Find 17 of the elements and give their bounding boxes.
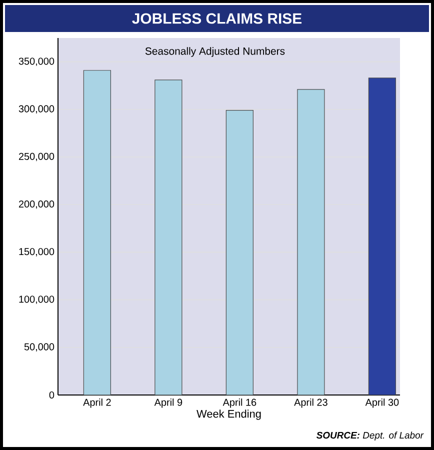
x-axis-title: Week Ending <box>196 410 261 420</box>
y-tick-label: 100,000 <box>19 296 54 304</box>
x-tick-label: April 23 <box>294 398 328 408</box>
y-tick-label: 150,000 <box>19 248 54 256</box>
text: Seasonally Adjusted Numbers <box>145 47 285 57</box>
y-tick-label: 0 <box>49 391 54 399</box>
x-tick-label: April 9 <box>154 398 182 408</box>
x-tick-label: April 16 <box>222 398 256 408</box>
x-tick-label: April 2 <box>83 398 111 408</box>
y-tick-label: 350,000 <box>18 58 54 66</box>
y-tick-label: 200,000 <box>18 200 54 209</box>
text: SOURCE: Dept. of Labor <box>316 432 424 440</box>
y-tick-label: 50,000 <box>24 343 54 352</box>
y-tick-label: 250,000 <box>18 152 54 162</box>
chart-title: JOBLESS CLAIMS RISE <box>132 13 302 24</box>
y-tick-label: 300,000 <box>18 105 54 114</box>
x-tick-label: April 30 <box>365 398 399 408</box>
